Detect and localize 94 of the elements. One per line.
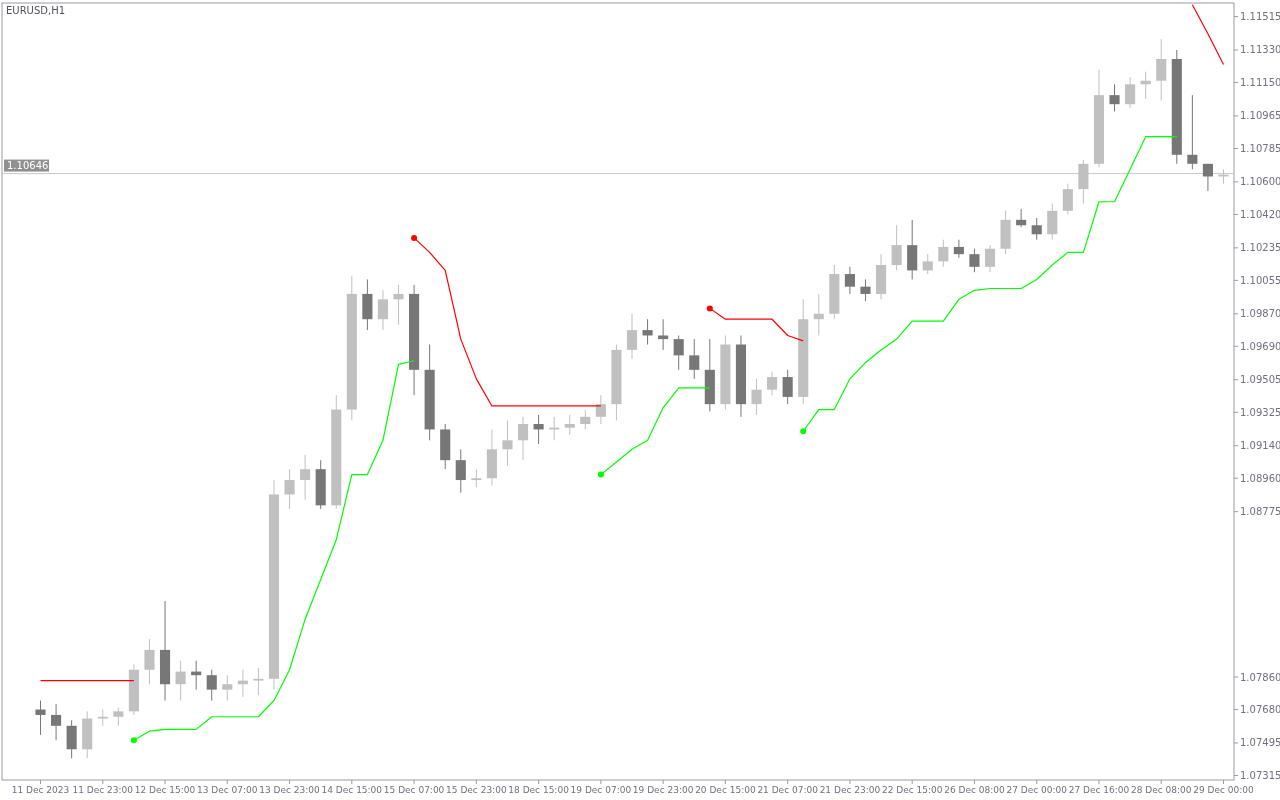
ref-line-label: 1.10646 [7, 160, 49, 172]
candlestick [1047, 203, 1058, 241]
x-tick-label: 21 Dec 23:00 [819, 785, 881, 795]
candlestick [51, 703, 62, 741]
x-tick-label: 15 Dec 23:00 [446, 785, 507, 795]
y-tick-label: 1.10420 [1240, 208, 1280, 220]
y-tick-label: 1.11330 [1240, 44, 1280, 56]
candlestick [953, 239, 964, 259]
candlestick [1062, 183, 1073, 215]
candlestick [206, 669, 217, 701]
y-tick-label: 1.07315 [1240, 769, 1280, 781]
candlestick [922, 253, 933, 275]
candlestick [471, 468, 482, 488]
candlestick [113, 707, 124, 727]
y-tick-label: 1.10965 [1240, 110, 1280, 122]
x-tick-label: 11 Dec 23:00 [72, 785, 134, 795]
y-tick-label: 1.07860 [1240, 671, 1280, 683]
x-tick-label: 18 Dec 15:00 [508, 785, 570, 795]
candlestick [673, 334, 684, 371]
candlestick [751, 378, 762, 416]
candlestick [767, 371, 778, 396]
chart-title: EURUSD,H1 [6, 5, 66, 16]
candlestick [284, 468, 295, 510]
y-tick-label: 1.08775 [1240, 506, 1280, 518]
candlestick [300, 454, 311, 501]
candlestick [1187, 94, 1198, 170]
y-tick-label: 1.09690 [1240, 340, 1280, 352]
y-tick-label: 1.10055 [1240, 274, 1280, 286]
candlestick [66, 719, 77, 759]
x-tick-label: 11 Dec 2023 [11, 785, 70, 795]
candlestick [1016, 208, 1027, 228]
candlestick [377, 289, 389, 331]
candlestick [1202, 163, 1213, 192]
y-tick-label: 1.11150 [1240, 77, 1280, 89]
candlestick [891, 224, 902, 271]
y-tick-label: 1.09325 [1240, 406, 1280, 418]
point [800, 428, 807, 435]
y-tick-label: 1.09870 [1240, 308, 1280, 320]
x-tick-label: 13 Dec 07:00 [197, 785, 258, 795]
candlestick [502, 419, 513, 467]
y-tick-label: 1.07680 [1240, 704, 1280, 716]
point [597, 471, 604, 478]
candlestick [782, 369, 793, 405]
candlestick [455, 448, 466, 494]
candlestick [1109, 83, 1120, 112]
x-tick-label: 19 Dec 23:00 [632, 785, 694, 795]
x-tick-label: 29 Dec 00:00 [1193, 785, 1255, 795]
point [130, 737, 137, 744]
y-tick-label: 1.11515 [1240, 11, 1280, 23]
candlestick [860, 278, 871, 302]
x-tick-label: 19 Dec 07:00 [570, 785, 632, 795]
candlestick [984, 244, 996, 273]
candlestick [175, 660, 186, 701]
candlestick [253, 667, 264, 696]
candlestick [1125, 76, 1136, 109]
point [706, 305, 713, 312]
x-tick-label: 27 Dec 00:00 [1006, 785, 1068, 795]
candlestick [658, 318, 669, 351]
x-tick-label: 22 Dec 15:00 [881, 785, 943, 795]
candlestick [564, 414, 575, 436]
y-tick-label: 1.08960 [1240, 472, 1280, 484]
x-tick-label: 27 Dec 16:00 [1068, 785, 1130, 795]
y-tick-label: 1.10600 [1240, 176, 1280, 188]
candlestick [144, 638, 155, 685]
x-tick-label: 12 Dec 15:00 [134, 785, 196, 795]
candlestick [969, 248, 980, 273]
candlestick [533, 414, 544, 445]
candlestick [35, 699, 46, 736]
y-tick-label: 1.10235 [1240, 242, 1280, 254]
x-tick-label: 20 Dec 15:00 [695, 785, 756, 795]
candlestick [580, 409, 591, 430]
y-tick-label: 1.09140 [1240, 440, 1280, 452]
x-tick-label: 13 Dec 23:00 [259, 785, 321, 795]
y-tick-label: 1.07495 [1240, 737, 1280, 749]
x-tick-label: 26 Dec 08:00 [944, 785, 1005, 795]
candlestick [393, 284, 404, 326]
candlestick [1031, 217, 1042, 241]
x-tick-label: 15 Dec 07:00 [383, 785, 445, 795]
candlestick [1156, 38, 1167, 102]
y-tick-label: 1.09505 [1240, 374, 1280, 386]
point [411, 234, 418, 241]
candlestick [689, 338, 700, 380]
candlestick [844, 266, 855, 295]
candlestick [222, 674, 233, 701]
x-tick-label: 28 Dec 08:00 [1130, 785, 1192, 795]
candlestick [595, 394, 606, 425]
candlestick [813, 293, 824, 336]
candlestick [938, 239, 949, 268]
candlestick [626, 313, 638, 360]
candlestick [642, 318, 653, 346]
x-tick-label: 14 Dec 15:00 [321, 785, 383, 795]
y-tick-label: 1.10785 [1240, 142, 1280, 154]
x-tick-label: 21 Dec 07:00 [757, 785, 819, 795]
candlestick [517, 416, 529, 461]
